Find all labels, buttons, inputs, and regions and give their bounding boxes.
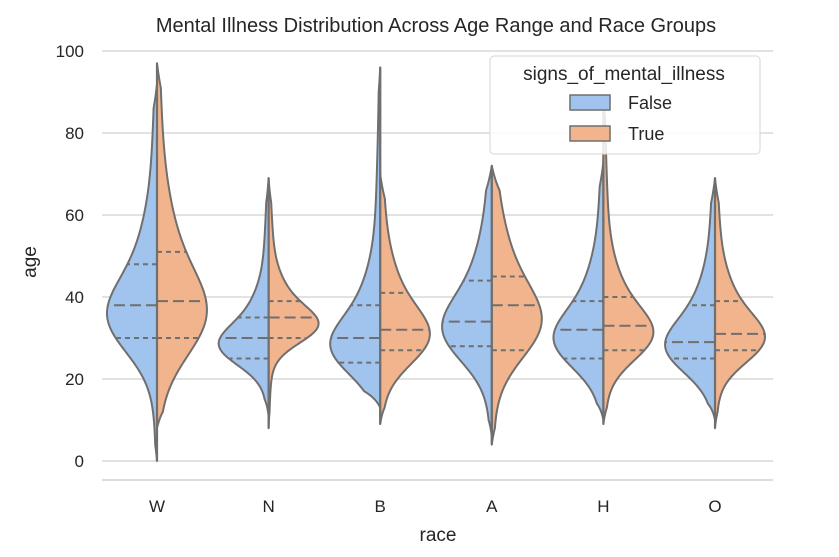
x-tick-label: W: [149, 497, 165, 516]
violin-half-O-true: [714, 177, 766, 430]
violin-half-B-true: [379, 173, 431, 426]
x-tick-label: B: [375, 497, 386, 516]
violin-half-B-false: [329, 66, 382, 409]
legend-title: signs_of_mental_illness: [523, 64, 725, 85]
y-tick-label: 40: [65, 288, 84, 307]
legend-swatch-true: [569, 125, 611, 142]
legend: signs_of_mental_illness False True: [489, 55, 761, 155]
y-tick-label: 20: [65, 370, 84, 389]
tick-layer: 0 20 40 60 80 100 W N B A H O: [56, 42, 722, 516]
violin-half-A-false: [441, 164, 493, 438]
violin-half-N-false: [217, 177, 270, 417]
x-tick-label: N: [262, 497, 274, 516]
y-tick-label: 100: [56, 42, 84, 61]
violin-half-O-false: [664, 177, 716, 421]
y-tick-label: 60: [65, 206, 84, 225]
x-tick-label: H: [597, 497, 609, 516]
violin-half-W-false: [106, 82, 158, 462]
violin-half-N-true: [267, 177, 320, 430]
y-tick-label: 80: [65, 124, 84, 143]
x-tick-label: O: [708, 497, 721, 516]
legend-frame: [489, 55, 761, 155]
y-tick-label: 0: [75, 452, 84, 471]
chart-title: Mental Illness Distribution Across Age R…: [156, 15, 716, 37]
violin-half-W-true: [156, 62, 208, 430]
violin-layer: [106, 62, 766, 462]
y-axis-label: age: [20, 246, 41, 278]
grid-layer: [102, 50, 773, 481]
legend-label-true: True: [628, 124, 664, 144]
x-axis-label: race: [420, 525, 457, 546]
x-tick-label: A: [486, 497, 498, 516]
legend-label-false: False: [628, 93, 672, 113]
legend-swatch-false: [569, 94, 611, 111]
violin-half-H-false: [552, 160, 605, 421]
